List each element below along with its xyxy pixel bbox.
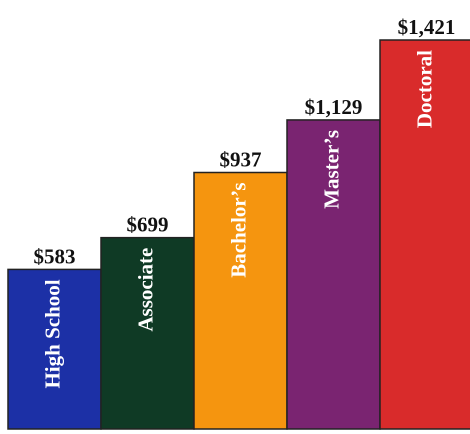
category-label: High School [40,279,64,388]
bar [193,171,288,430]
bar [100,236,195,430]
bar [286,119,381,430]
bar [7,268,102,430]
value-label: $1,129 [305,95,363,119]
category-label: Bachelor’s [226,182,250,277]
category-label: Doctoral [412,50,436,128]
value-label: $1,421 [398,15,456,39]
bar [379,39,470,430]
value-label: $699 [127,213,169,237]
value-label: $583 [34,244,76,268]
category-label: Master’s [319,130,343,209]
category-label: Associate [133,248,157,332]
value-label: $937 [220,147,262,171]
